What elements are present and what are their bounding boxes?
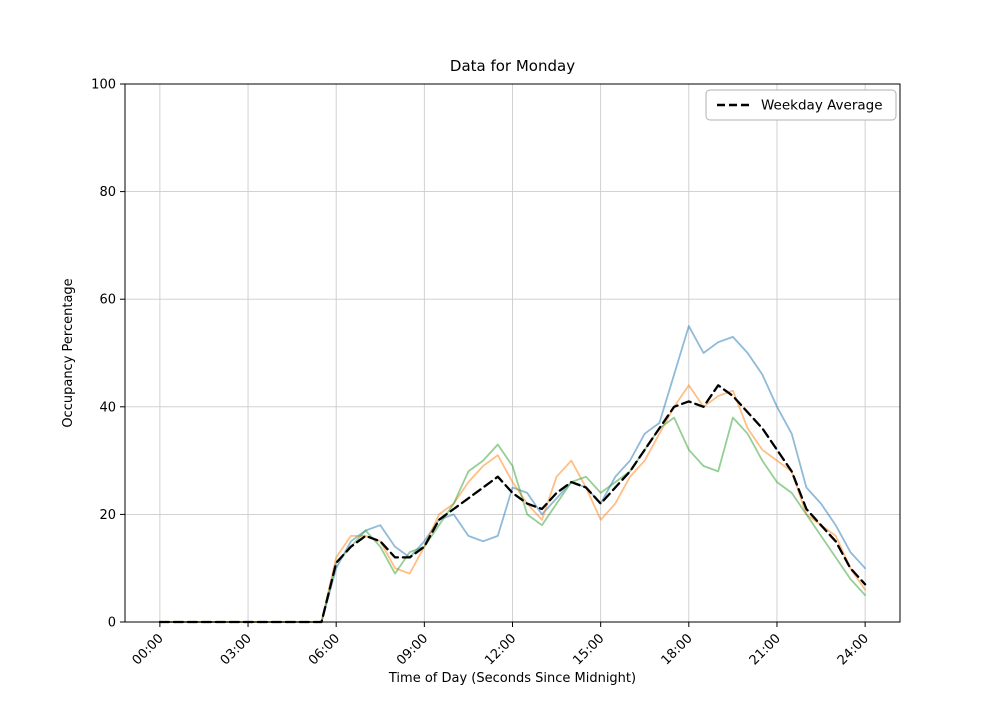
y-tick-label: 20 bbox=[99, 508, 116, 523]
chart-generated-layer: 0 20 40 60 80 100 00:00 03:00 06:00 09:00 12:00 15:… bbox=[91, 78, 900, 668]
y-tick-label: 60 bbox=[99, 293, 116, 308]
legend-entry-label: Weekday Average bbox=[761, 98, 883, 114]
legend-box bbox=[705, 89, 897, 121]
y-tick-label: 100 bbox=[91, 78, 116, 93]
y-axis-label: Occupancy Percentage bbox=[61, 278, 76, 427]
y-tick-label: 0 bbox=[108, 616, 116, 631]
x-tick-label: 18:00 bbox=[659, 631, 696, 668]
x-tick-label: 00:00 bbox=[130, 631, 167, 668]
x-axis-label: Time of Day (Seconds Since Midnight) bbox=[388, 671, 636, 686]
x-tick-label: 03:00 bbox=[218, 631, 255, 668]
x-tick-label: 24:00 bbox=[835, 631, 872, 668]
x-tick-label: 12:00 bbox=[482, 631, 519, 668]
x-tick-label: 09:00 bbox=[394, 631, 431, 668]
y-tick-label: 40 bbox=[99, 400, 116, 415]
x-tick-label: 06:00 bbox=[306, 631, 343, 668]
legend: Weekday Average bbox=[705, 89, 897, 121]
chart-title: Data for Monday bbox=[450, 57, 575, 75]
x-tick-label: 21:00 bbox=[747, 631, 784, 668]
y-tick-label: 80 bbox=[99, 185, 116, 200]
x-tick-label: 15:00 bbox=[570, 631, 607, 668]
axes-frame bbox=[124, 83, 901, 623]
